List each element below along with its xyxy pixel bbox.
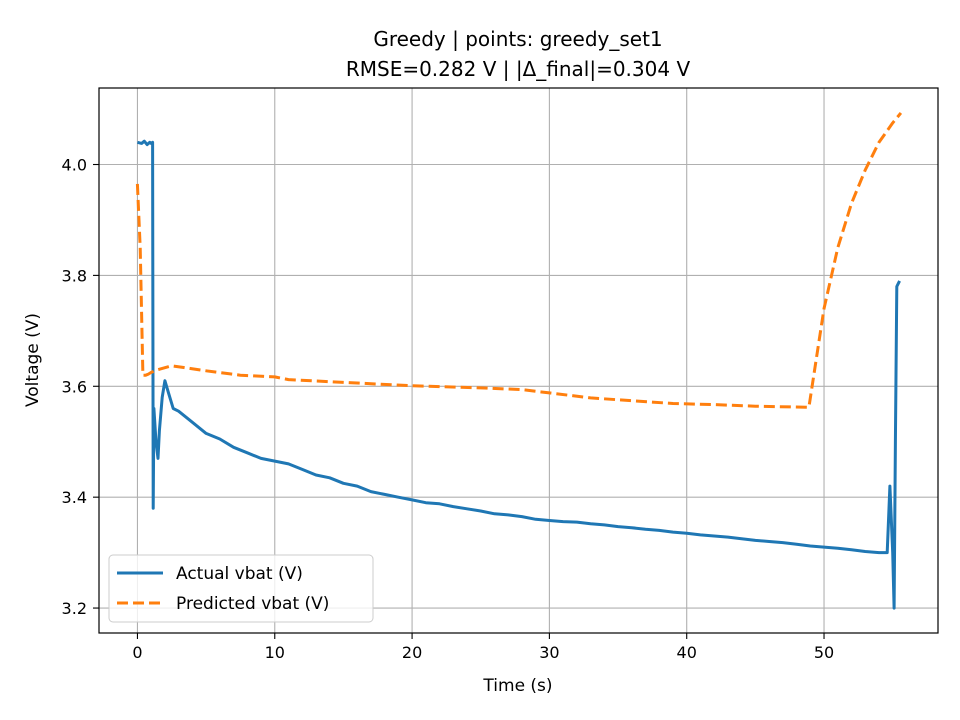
series-layer bbox=[135, 111, 903, 610]
actual-vbat-line bbox=[137, 139, 901, 610]
chart-title: Greedy | points: greedy_set1 bbox=[373, 27, 662, 51]
legend-box bbox=[108, 554, 374, 623]
x-tick-label: 30 bbox=[539, 643, 559, 662]
x-tick-label: 40 bbox=[677, 643, 697, 662]
predicted-vbat-line bbox=[135, 111, 903, 409]
x-tick-label: 20 bbox=[402, 643, 422, 662]
legend-label-predicted: Predicted vbat (V) bbox=[176, 594, 329, 614]
y-tick-label: 3.4 bbox=[62, 488, 87, 507]
y-tick-label: 3.6 bbox=[62, 377, 87, 396]
y-axis-label: Voltage (V) bbox=[23, 313, 43, 407]
ticks: 0 10 20 30 40 50 3.2 3.4 3.6 3.8 4.0 bbox=[62, 156, 835, 662]
plot-frame bbox=[98, 87, 939, 634]
y-tick-label: 4.0 bbox=[62, 156, 87, 175]
y-tick-label: 3.2 bbox=[62, 599, 87, 618]
chart-subtitle: RMSE=0.282 V | |Δ_final|=0.304 V bbox=[346, 57, 691, 81]
x-tick-label: 0 bbox=[132, 643, 142, 662]
y-tick-label: 3.8 bbox=[62, 266, 87, 285]
grid bbox=[99, 88, 938, 633]
x-tick-label: 50 bbox=[814, 643, 834, 662]
x-tick-label: 10 bbox=[265, 643, 285, 662]
x-axis-label: Time (s) bbox=[482, 676, 552, 696]
legend-label-actual: Actual vbat (V) bbox=[176, 564, 303, 584]
legend: Actual vbat (V) Predicted vbat (V) bbox=[108, 554, 374, 623]
